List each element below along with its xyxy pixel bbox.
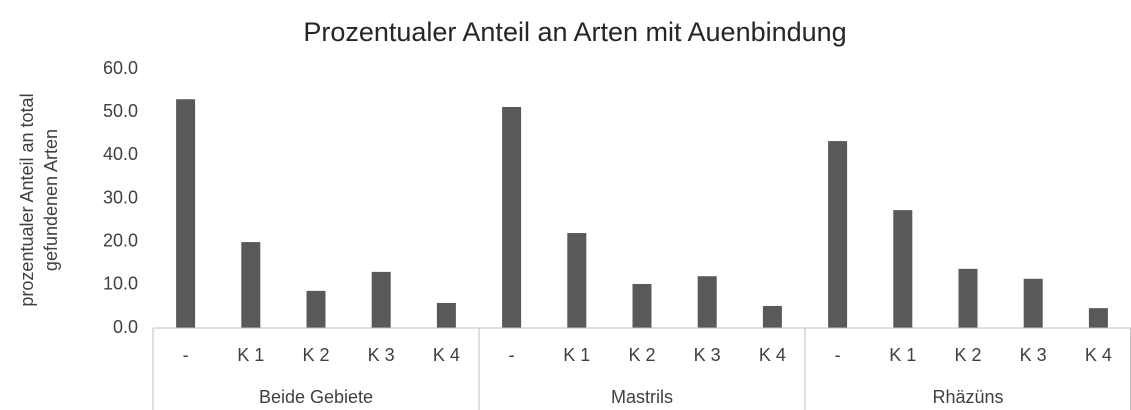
bar	[371, 271, 391, 328]
x-tick-label: K 2	[954, 345, 981, 365]
bar	[632, 283, 652, 328]
bar	[502, 106, 522, 328]
y-tick-label: 50.0	[103, 101, 138, 121]
x-tick-label: K 3	[1020, 345, 1047, 365]
bar	[1023, 278, 1043, 328]
x-tick-label: K 4	[1085, 345, 1112, 365]
y-tick-label: 10.0	[103, 274, 138, 294]
bar	[762, 305, 782, 328]
y-tick-label: 20.0	[103, 230, 138, 250]
x-tick-label: K 2	[302, 345, 329, 365]
x-tick-label: -	[835, 345, 841, 365]
x-tick-label: K 1	[237, 345, 264, 365]
group-label: Rhäzüns	[932, 387, 1003, 407]
bar	[306, 290, 326, 328]
y-axis-label: prozentualer Anteil an total	[17, 93, 37, 306]
bar	[1088, 308, 1108, 328]
y-axis-label: gefundenen Arten	[41, 129, 61, 271]
y-tick-label: 0.0	[113, 317, 138, 337]
x-tick-label: -	[509, 345, 515, 365]
group-label: Mastrils	[611, 387, 673, 407]
bar	[176, 99, 196, 328]
bar	[567, 233, 587, 328]
x-tick-label: K 3	[694, 345, 721, 365]
bar	[697, 276, 717, 328]
group-label: Beide Gebiete	[259, 387, 373, 407]
bar	[436, 302, 456, 328]
x-tick-label: K 2	[628, 345, 655, 365]
x-tick-label: K 1	[563, 345, 590, 365]
bar	[958, 268, 978, 328]
x-tick-label: K 4	[433, 345, 460, 365]
bar	[893, 210, 913, 328]
y-tick-label: 30.0	[103, 187, 138, 207]
x-tick-label: K 1	[889, 345, 916, 365]
bar	[828, 141, 848, 328]
x-tick-label: K 4	[759, 345, 786, 365]
x-tick-label: -	[183, 345, 189, 365]
bar	[241, 242, 261, 328]
x-tick-label: K 3	[368, 345, 395, 365]
y-tick-label: 60.0	[103, 58, 138, 78]
chart-title: Prozentualer Anteil an Arten mit Auenbin…	[303, 17, 846, 47]
y-tick-label: 40.0	[103, 144, 138, 164]
